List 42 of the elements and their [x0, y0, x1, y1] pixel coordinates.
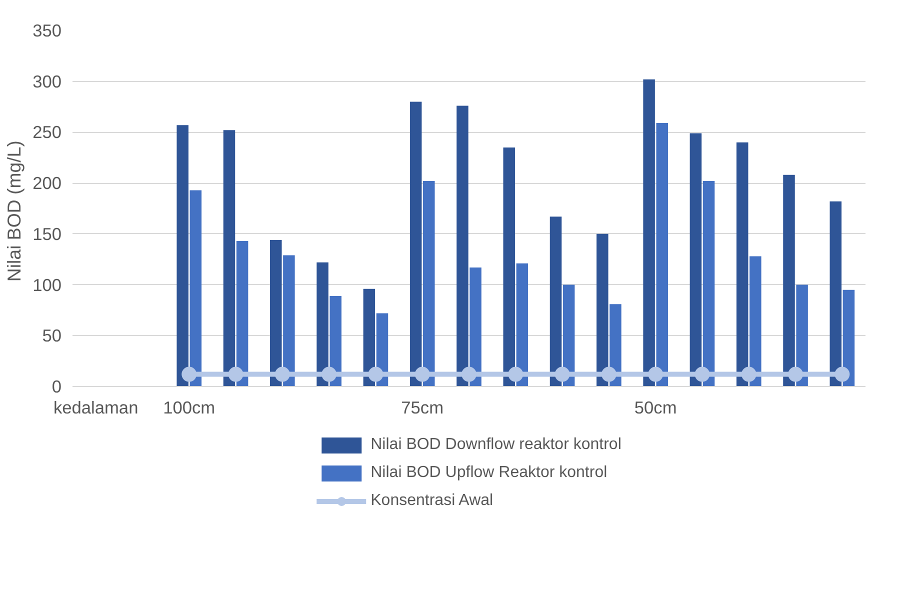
y-tick-label: 200 [32, 173, 62, 194]
bar [690, 133, 702, 386]
bar [176, 125, 188, 386]
legend-label: Nilai BOD Downflow reaktor kontrol [370, 436, 622, 454]
legend-label: Nilai BOD Upflow Reaktor kontrol [370, 464, 608, 482]
y-tick-label: 250 [32, 122, 62, 142]
bar [702, 181, 715, 386]
x-tick-label: 75cm [401, 398, 444, 418]
y-tick-label: 150 [32, 224, 62, 244]
bar [270, 240, 282, 386]
y-tick-label: 350 [32, 20, 62, 40]
y-tick-label: 0 [52, 376, 62, 396]
bar [830, 201, 842, 386]
bar [423, 181, 435, 386]
x-tick-label: 50cm [634, 398, 677, 418]
x-tick-label: kedalaman [53, 398, 138, 418]
bar [596, 234, 608, 386]
bar [330, 296, 342, 386]
x-tick-label: 100cm [163, 398, 216, 418]
bar [236, 241, 248, 386]
bar [796, 284, 808, 386]
y-axis-title: Nilai BOD (mg/L) [4, 140, 25, 282]
bar [503, 147, 515, 386]
bar [736, 142, 748, 386]
bar [550, 216, 562, 386]
bar [316, 262, 328, 386]
bar [456, 106, 468, 386]
bar [516, 263, 528, 386]
legend-label: Konsentrasi Awal [370, 492, 494, 510]
bar [643, 79, 655, 386]
y-tick-label: 50 [42, 326, 62, 346]
bar [223, 130, 236, 386]
bar [190, 190, 202, 386]
bar [470, 267, 482, 386]
bar [410, 102, 422, 386]
bar [283, 255, 295, 386]
bar [750, 256, 762, 386]
y-tick-label: 300 [32, 71, 62, 92]
bar [783, 174, 795, 386]
bar [842, 290, 855, 386]
bar [656, 123, 668, 386]
y-tick-label: 100 [32, 274, 62, 295]
